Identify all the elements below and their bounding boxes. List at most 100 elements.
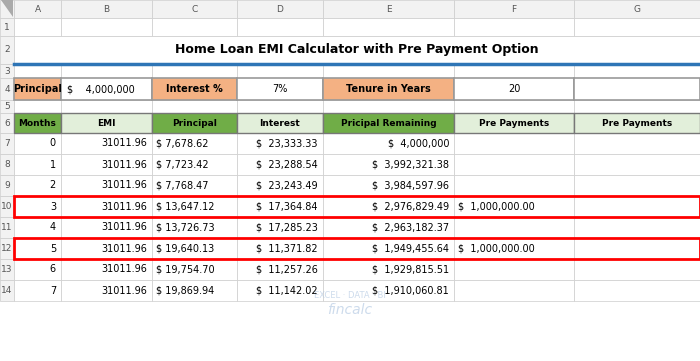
Text: $  11,142.02: $ 11,142.02 [256, 286, 318, 296]
Bar [0, 113, 14, 133]
Text: $  17,285.23: $ 17,285.23 [256, 222, 318, 232]
Bar [152, 78, 237, 100]
Bar [14, 0, 61, 18]
Text: $ 19,754.70: $ 19,754.70 [156, 265, 215, 274]
Bar [237, 196, 323, 217]
Bar [152, 36, 237, 64]
Bar [323, 78, 454, 100]
Bar [574, 154, 700, 175]
Bar [323, 196, 454, 217]
Bar [0, 280, 14, 301]
Bar [61, 238, 152, 259]
Text: C: C [191, 4, 197, 13]
Text: 31011.96: 31011.96 [101, 139, 147, 148]
Bar [61, 0, 152, 18]
Bar [152, 259, 237, 280]
Bar [14, 175, 61, 196]
Bar [14, 154, 61, 175]
Bar [574, 36, 700, 64]
Text: Principal: Principal [13, 84, 62, 94]
Bar [454, 100, 574, 113]
Bar [152, 238, 237, 259]
Bar [454, 18, 574, 36]
Bar [152, 113, 237, 133]
Text: 1: 1 [50, 160, 56, 170]
Bar [0, 64, 14, 78]
Text: Interest %: Interest % [166, 84, 223, 94]
Bar [323, 18, 454, 36]
Text: 2: 2 [50, 180, 56, 191]
Bar [574, 18, 700, 36]
Bar [152, 133, 237, 154]
Text: Months: Months [19, 118, 57, 127]
Bar [14, 238, 61, 259]
Bar [574, 133, 700, 154]
Text: 31011.96: 31011.96 [101, 160, 147, 170]
Bar [237, 64, 323, 78]
Text: Interest: Interest [260, 118, 300, 127]
Bar [14, 238, 700, 259]
Text: fincalc: fincalc [328, 303, 372, 317]
Bar [574, 238, 700, 259]
Bar [61, 113, 152, 133]
Text: G: G [634, 4, 640, 13]
Bar [61, 18, 152, 36]
Bar [61, 175, 152, 196]
Bar [237, 78, 323, 100]
Bar [323, 259, 454, 280]
Bar [323, 36, 454, 64]
Bar [152, 100, 237, 113]
Bar [0, 36, 14, 64]
Text: Home Loan EMI Calculator with Pre Payment Option: Home Loan EMI Calculator with Pre Paymen… [175, 43, 539, 57]
Text: B: B [104, 4, 110, 13]
Text: F: F [512, 4, 517, 13]
Text: 10: 10 [1, 202, 13, 211]
Bar [454, 154, 574, 175]
Text: 9: 9 [4, 181, 10, 190]
Bar [14, 64, 61, 78]
Text: $  11,371.82: $ 11,371.82 [256, 244, 318, 253]
Bar [574, 175, 700, 196]
Text: $  23,333.33: $ 23,333.33 [256, 139, 318, 148]
Bar [61, 100, 152, 113]
Bar [237, 78, 323, 100]
Bar [14, 100, 61, 113]
Bar [14, 36, 700, 64]
Text: $  2,963,182.37: $ 2,963,182.37 [372, 222, 449, 232]
Bar [454, 175, 574, 196]
Bar [0, 18, 14, 36]
Bar [323, 100, 454, 113]
Text: $  1,910,060.81: $ 1,910,060.81 [372, 286, 449, 296]
Text: 13: 13 [1, 265, 13, 274]
Text: $  4,000,000: $ 4,000,000 [388, 139, 449, 148]
Bar [454, 36, 574, 64]
Bar [0, 175, 14, 196]
Bar [454, 217, 574, 238]
Bar [323, 238, 454, 259]
Bar [0, 133, 14, 154]
Bar [237, 36, 323, 64]
Bar [152, 175, 237, 196]
Bar [323, 64, 454, 78]
Text: 31011.96: 31011.96 [101, 286, 147, 296]
Bar [61, 259, 152, 280]
Text: $  3,992,321.38: $ 3,992,321.38 [372, 160, 449, 170]
Text: $  23,288.54: $ 23,288.54 [256, 160, 318, 170]
Bar [237, 154, 323, 175]
Bar [574, 64, 700, 78]
Bar [323, 154, 454, 175]
Bar [0, 259, 14, 280]
Text: $ 13,726.73: $ 13,726.73 [156, 222, 215, 232]
Text: $ 19,869.94: $ 19,869.94 [156, 286, 214, 296]
Bar [574, 113, 700, 133]
Bar [152, 0, 237, 18]
Bar [454, 113, 574, 133]
Bar [454, 259, 574, 280]
Bar [454, 113, 574, 133]
Polygon shape [1, 0, 13, 17]
Text: 0: 0 [50, 139, 56, 148]
Text: 31011.96: 31011.96 [101, 201, 147, 212]
Bar [323, 113, 454, 133]
Text: E: E [386, 4, 391, 13]
Bar [152, 196, 237, 217]
